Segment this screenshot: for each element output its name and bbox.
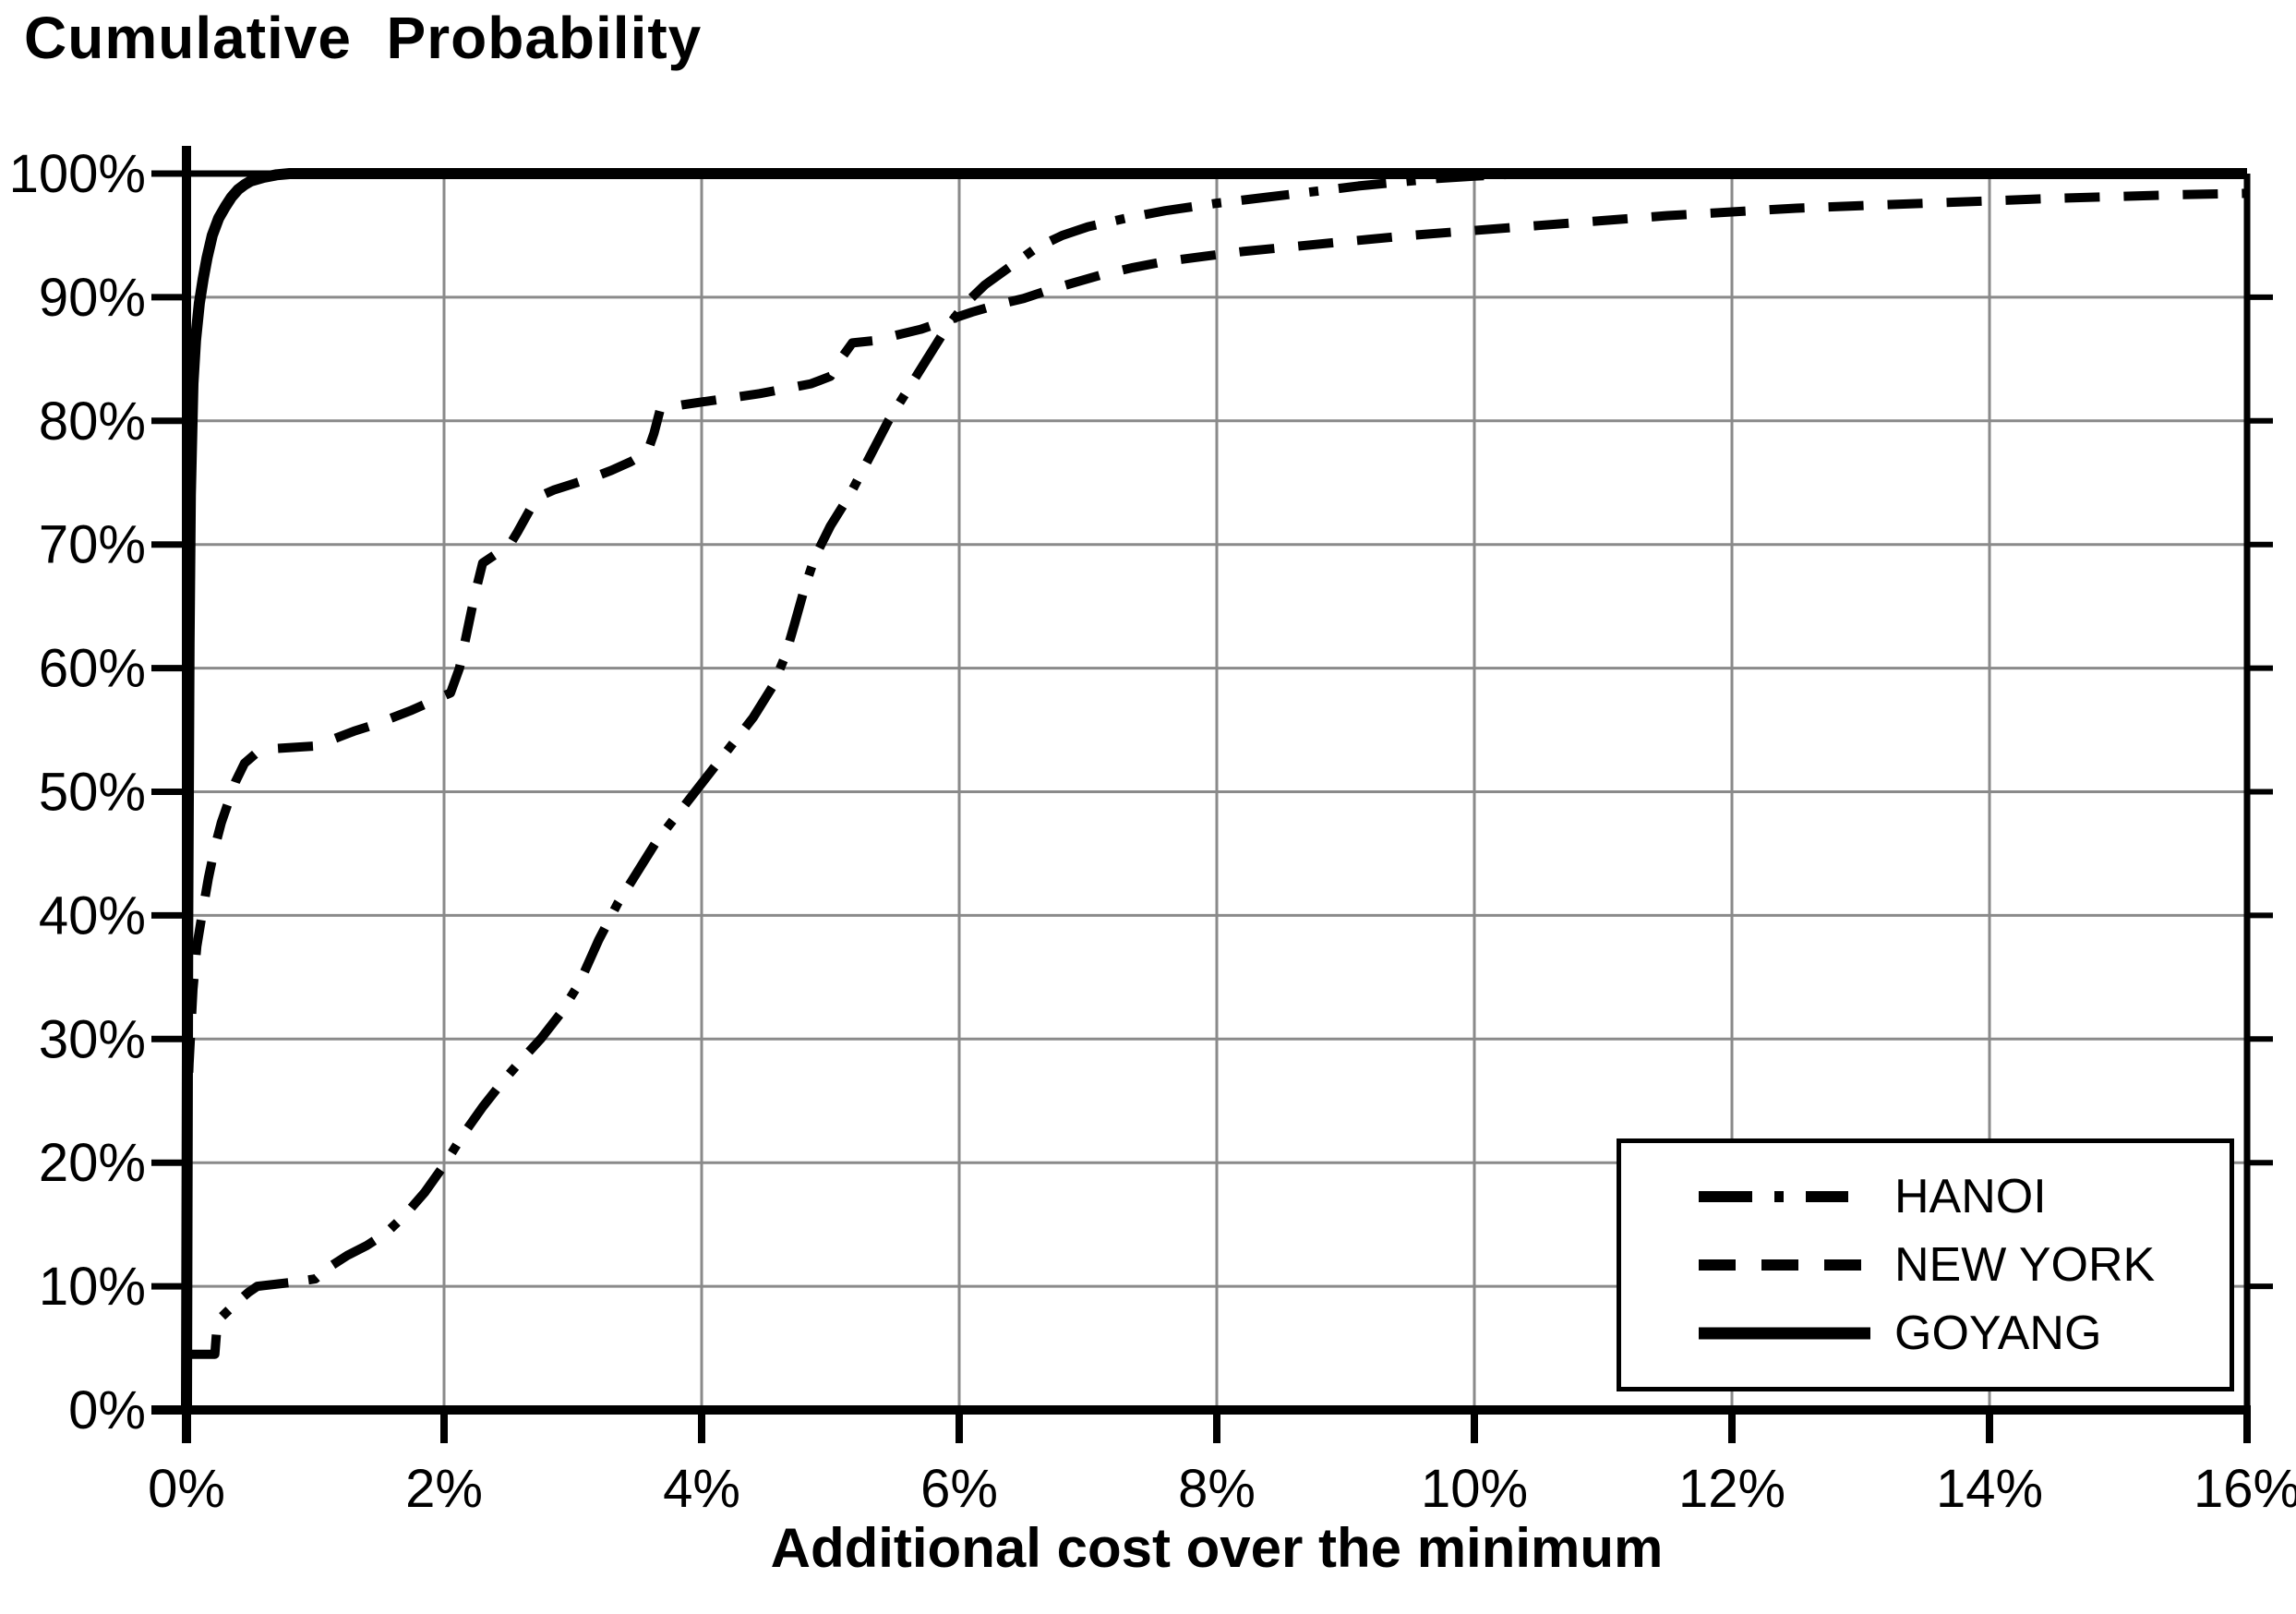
y-tick-label: 60% xyxy=(39,639,146,699)
legend-item-hanoi: HANOI xyxy=(1699,1173,2230,1221)
x-tick-label: 4% xyxy=(663,1459,740,1519)
series-new-york xyxy=(182,188,2248,1132)
legend-label-new-york: NEW YORK xyxy=(1894,1238,2156,1292)
x-tick-label: 14% xyxy=(1936,1459,2043,1519)
goyang-line-sample xyxy=(1699,1327,1870,1340)
x-tick-label: 10% xyxy=(1421,1459,1528,1519)
x-tick-label: 12% xyxy=(1678,1459,1785,1519)
x-axis-title: Additional cost over the minimum xyxy=(770,1517,1664,1579)
series-goyang xyxy=(181,168,2247,1411)
legend-label-goyang: GOYANG xyxy=(1894,1307,2102,1360)
x-tick-label: 16% xyxy=(2194,1459,2296,1519)
y-tick-label: 10% xyxy=(39,1257,146,1317)
legend-box: HANOI NEW YORK GOYANG xyxy=(1617,1138,2234,1391)
y-tick-label: 90% xyxy=(39,268,146,328)
y-tick-label: 80% xyxy=(39,391,146,452)
x-tick-label: 8% xyxy=(1178,1459,1256,1519)
hanoi-line-sample xyxy=(1699,1191,1870,1202)
x-tick-label: 2% xyxy=(405,1459,483,1519)
y-tick-label: 40% xyxy=(39,885,146,946)
legend-label-hanoi: HANOI xyxy=(1894,1170,2047,1223)
x-tick-label: 6% xyxy=(920,1459,998,1519)
y-tick-label: 100% xyxy=(9,144,146,204)
y-tick-label: 30% xyxy=(39,1009,146,1069)
series-hanoi xyxy=(186,169,2247,1359)
new-york-line-sample xyxy=(1699,1259,1870,1271)
legend-item-new-york: NEW YORK xyxy=(1699,1241,2230,1289)
chart-title: Cumulative Probability xyxy=(24,5,703,71)
y-tick-label: 50% xyxy=(39,763,146,823)
legend-item-goyang: GOYANG xyxy=(1699,1309,2230,1357)
y-tick-label: 20% xyxy=(39,1133,146,1193)
y-tick-label: 0% xyxy=(68,1380,146,1440)
y-tick-label: 70% xyxy=(39,515,146,575)
x-tick-label: 0% xyxy=(148,1459,225,1519)
